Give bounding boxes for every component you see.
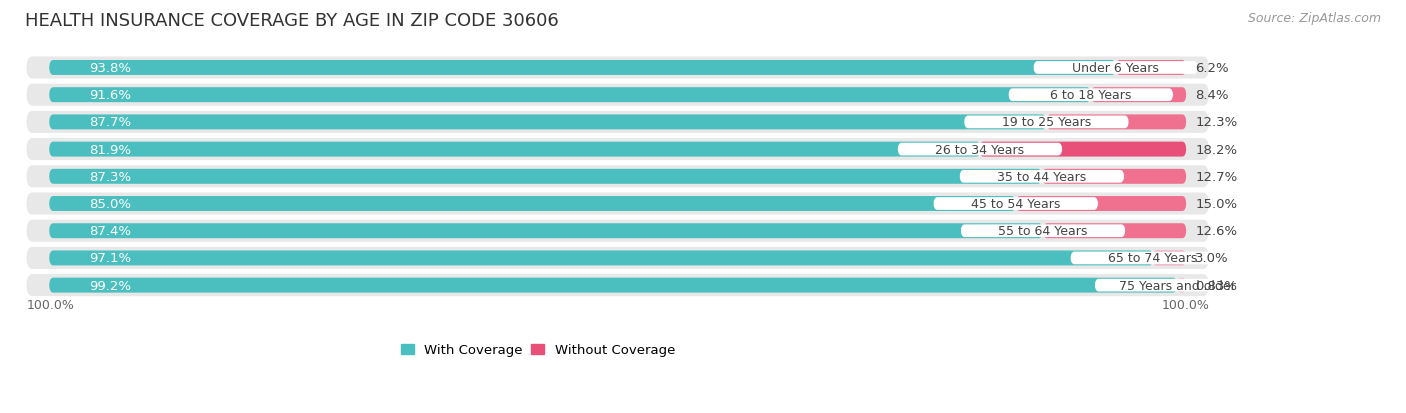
FancyBboxPatch shape (49, 224, 1043, 239)
Text: HEALTH INSURANCE COVERAGE BY AGE IN ZIP CODE 30606: HEALTH INSURANCE COVERAGE BY AGE IN ZIP … (25, 12, 560, 30)
FancyBboxPatch shape (934, 198, 1098, 210)
FancyBboxPatch shape (27, 57, 1209, 79)
FancyBboxPatch shape (1177, 278, 1187, 293)
Text: 26 to 34 Years: 26 to 34 Years (935, 143, 1025, 156)
FancyBboxPatch shape (1046, 115, 1187, 130)
Text: Under 6 Years: Under 6 Years (1073, 62, 1159, 75)
FancyBboxPatch shape (897, 143, 1063, 156)
Text: 3.0%: 3.0% (1195, 252, 1229, 265)
FancyBboxPatch shape (49, 61, 1116, 76)
FancyBboxPatch shape (27, 166, 1209, 188)
Text: 85.0%: 85.0% (89, 197, 131, 211)
Text: Source: ZipAtlas.com: Source: ZipAtlas.com (1247, 12, 1381, 25)
FancyBboxPatch shape (960, 225, 1125, 237)
Text: 8.4%: 8.4% (1195, 89, 1229, 102)
FancyBboxPatch shape (49, 197, 1015, 211)
Text: 87.4%: 87.4% (89, 225, 131, 237)
Text: 100.0%: 100.0% (1161, 299, 1209, 311)
FancyBboxPatch shape (27, 220, 1209, 242)
Text: 91.6%: 91.6% (89, 89, 131, 102)
FancyBboxPatch shape (1015, 197, 1187, 211)
Text: 75 Years and older: 75 Years and older (1119, 279, 1236, 292)
FancyBboxPatch shape (49, 169, 1042, 184)
Text: 6.2%: 6.2% (1195, 62, 1229, 75)
FancyBboxPatch shape (49, 142, 980, 157)
Text: 65 to 74 Years: 65 to 74 Years (1108, 252, 1198, 265)
FancyBboxPatch shape (1152, 251, 1187, 266)
Text: 100.0%: 100.0% (27, 299, 75, 311)
FancyBboxPatch shape (1091, 88, 1187, 103)
FancyBboxPatch shape (49, 115, 1046, 130)
FancyBboxPatch shape (1095, 279, 1260, 292)
FancyBboxPatch shape (27, 275, 1209, 297)
Text: 81.9%: 81.9% (89, 143, 131, 156)
FancyBboxPatch shape (965, 116, 1129, 129)
FancyBboxPatch shape (49, 278, 1177, 293)
FancyBboxPatch shape (1042, 169, 1187, 184)
FancyBboxPatch shape (1043, 224, 1187, 239)
Text: 12.3%: 12.3% (1195, 116, 1237, 129)
Text: 93.8%: 93.8% (89, 62, 131, 75)
FancyBboxPatch shape (49, 88, 1091, 103)
Text: 6 to 18 Years: 6 to 18 Years (1050, 89, 1132, 102)
FancyBboxPatch shape (27, 84, 1209, 107)
FancyBboxPatch shape (27, 247, 1209, 269)
FancyBboxPatch shape (27, 193, 1209, 215)
FancyBboxPatch shape (980, 142, 1187, 157)
FancyBboxPatch shape (49, 251, 1153, 266)
Text: 19 to 25 Years: 19 to 25 Years (1002, 116, 1091, 129)
Text: 12.7%: 12.7% (1195, 171, 1237, 183)
Text: 45 to 54 Years: 45 to 54 Years (972, 197, 1060, 211)
FancyBboxPatch shape (959, 171, 1125, 183)
Text: 87.7%: 87.7% (89, 116, 131, 129)
Legend: With Coverage, Without Coverage: With Coverage, Without Coverage (395, 338, 681, 362)
Text: 15.0%: 15.0% (1195, 197, 1237, 211)
FancyBboxPatch shape (1008, 89, 1173, 102)
FancyBboxPatch shape (1116, 61, 1187, 76)
Text: 55 to 64 Years: 55 to 64 Years (998, 225, 1088, 237)
Text: 97.1%: 97.1% (89, 252, 131, 265)
FancyBboxPatch shape (1033, 62, 1198, 75)
FancyBboxPatch shape (1070, 252, 1236, 265)
FancyBboxPatch shape (27, 139, 1209, 161)
Text: 87.3%: 87.3% (89, 171, 131, 183)
Text: 18.2%: 18.2% (1195, 143, 1237, 156)
Text: 12.6%: 12.6% (1195, 225, 1237, 237)
FancyBboxPatch shape (27, 112, 1209, 133)
Text: 35 to 44 Years: 35 to 44 Years (997, 171, 1087, 183)
Text: 99.2%: 99.2% (89, 279, 131, 292)
Text: 0.83%: 0.83% (1195, 279, 1237, 292)
